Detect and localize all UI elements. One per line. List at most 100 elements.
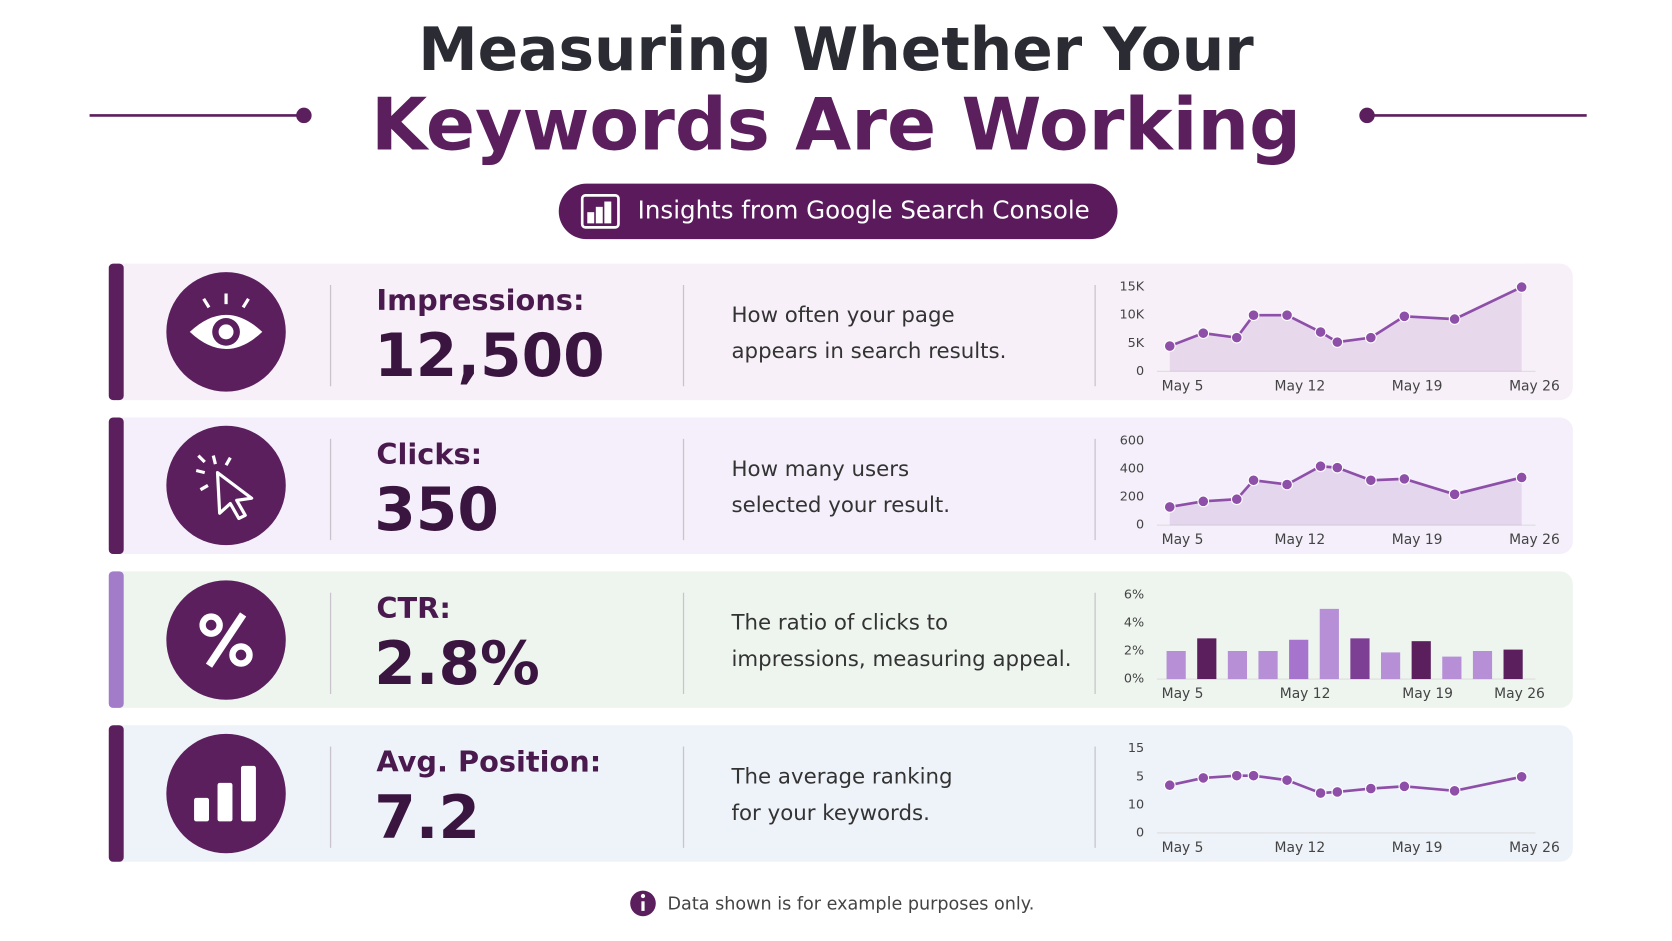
card-accent [108, 725, 124, 862]
description: The average ranking [731, 764, 953, 789]
y-tick-label: 0% [1124, 672, 1144, 687]
point [1314, 460, 1327, 473]
description: How often your page [732, 303, 955, 328]
x-tick-label: May 26 [1509, 840, 1560, 856]
bar [1472, 650, 1493, 680]
point [1281, 309, 1293, 322]
y-tick-label: 15K [1120, 280, 1145, 295]
point [1247, 474, 1260, 487]
point [1314, 787, 1327, 799]
card [108, 263, 1573, 401]
y-tick-label: 0 [1136, 364, 1144, 379]
card [108, 417, 1573, 554]
point [1281, 774, 1293, 787]
x-tick-label: May 12 [1275, 532, 1326, 548]
x-tick-label: May 26 [1509, 532, 1560, 548]
x-tick-label: May 19 [1402, 686, 1453, 702]
bar [1350, 638, 1370, 680]
y-tick-label: 600 [1120, 433, 1144, 448]
point [1398, 780, 1411, 793]
point [1247, 769, 1260, 782]
point [1230, 331, 1243, 344]
point [1314, 326, 1327, 338]
card-accent [108, 263, 124, 401]
bar [1319, 608, 1339, 680]
x-tick-label: May 19 [1392, 532, 1443, 548]
point [1163, 501, 1176, 513]
point [1448, 313, 1461, 325]
point [1230, 769, 1243, 782]
y-tick-label: 10 [1128, 797, 1144, 812]
metric-label: Avg. Position: [376, 745, 601, 779]
point [1230, 493, 1243, 506]
x-tick-label: May 12 [1275, 840, 1326, 856]
x-tick-label: May 12 [1280, 686, 1331, 702]
icons [166, 272, 286, 854]
point [1197, 495, 1210, 508]
eye-icon [166, 272, 286, 392]
description: appears in search results. [732, 339, 1007, 364]
description: impressions, measuring appeal. [732, 647, 1072, 672]
y-tick-label: 0 [1136, 825, 1144, 840]
point [1331, 336, 1344, 348]
badge [558, 183, 1118, 240]
metric-value: 7.2 [374, 784, 480, 853]
y-tick-label: 400 [1120, 462, 1144, 477]
y-tick-label: 200 [1120, 490, 1144, 505]
metric-label: Clicks: [376, 437, 482, 471]
y-tick-label: 10K [1120, 308, 1145, 323]
point [1398, 310, 1411, 323]
point [1197, 772, 1210, 784]
metric-label: CTR: [376, 591, 450, 625]
title-line: Keywords Are Working [371, 83, 1301, 167]
x-tick-label: May 5 [1162, 840, 1204, 856]
description: for your keywords. [732, 801, 930, 826]
bar [1289, 639, 1309, 680]
badge-icon [580, 194, 620, 229]
y-tick-label: 5K [1128, 336, 1145, 351]
y-tick-label: 4% [1124, 615, 1144, 630]
x-tick-label: May 5 [1162, 532, 1204, 548]
bar [1503, 649, 1523, 680]
badge-text: Insights from Google Search Console [638, 195, 1090, 224]
point [1515, 281, 1528, 293]
bar [1197, 638, 1217, 680]
point [1364, 474, 1377, 487]
x-tick-label: May 5 [1162, 686, 1204, 702]
point [1448, 784, 1461, 797]
decor-lines [89, 107, 1587, 124]
bar [1442, 656, 1462, 680]
x-tick-label: May 19 [1392, 840, 1443, 856]
bar [1166, 650, 1186, 680]
x-tick-label: May 12 [1275, 378, 1326, 394]
card [108, 725, 1573, 862]
x-tick-label: May 26 [1509, 378, 1560, 394]
bar [1227, 650, 1248, 680]
point [1515, 770, 1528, 783]
title-line: Measuring Whether Your [418, 16, 1254, 85]
point [1331, 786, 1344, 798]
point [1331, 461, 1344, 474]
cursor-icon [166, 425, 286, 546]
info-icon [630, 890, 656, 917]
x-tick-label: May 19 [1392, 378, 1443, 394]
y-tick-label: 0 [1136, 518, 1144, 533]
description: The ratio of clicks to [731, 611, 949, 636]
point [1448, 488, 1461, 501]
point [1398, 473, 1411, 485]
point [1197, 327, 1210, 340]
point [1163, 779, 1176, 792]
description: How many users [732, 457, 910, 482]
y-tick-label: 15 [1128, 741, 1144, 756]
point [1281, 478, 1293, 491]
point [1163, 340, 1176, 352]
metric-label: Impressions: [376, 283, 584, 317]
bar [1258, 650, 1278, 680]
x-tick-label: May 5 [1162, 378, 1204, 394]
footer-note: Data shown is for example purposes only. [668, 894, 1035, 914]
area [1169, 287, 1522, 372]
bars-icon [166, 733, 286, 854]
metric-value: 350 [374, 476, 499, 545]
point [1247, 309, 1260, 322]
